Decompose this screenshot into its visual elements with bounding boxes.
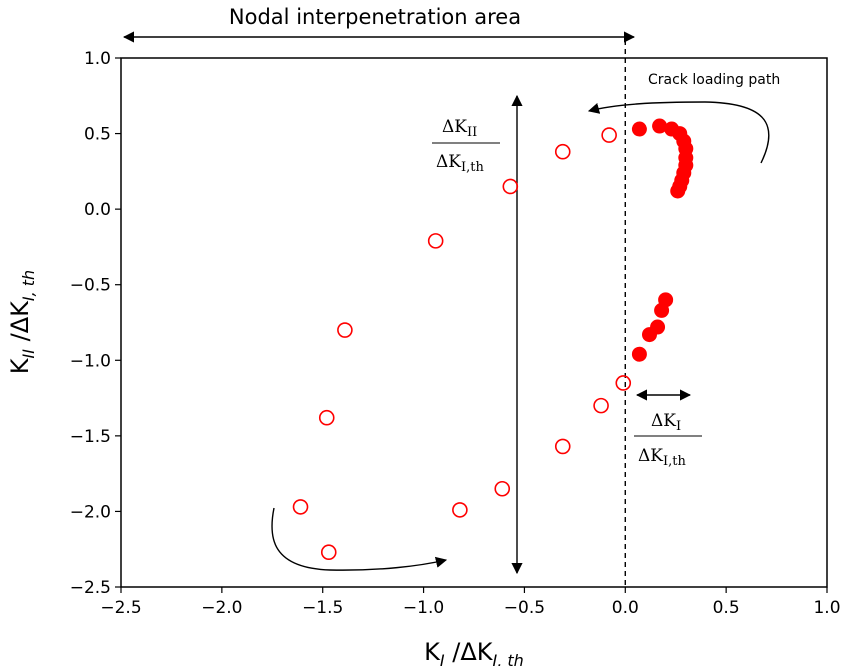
dkii-numerator: ΔKII (442, 117, 477, 140)
x-axis-ticks: −2.5 −2.0 −1.5 −1.0 −0.5 0.0 0.5 1.0 (100, 587, 841, 618)
filled-circle-point (641, 327, 657, 343)
filled-circle-point (670, 183, 686, 199)
y-tick-label: −1.0 (70, 351, 111, 371)
crack-path-label: Crack loading path (648, 72, 780, 88)
y-tick-label: 0.0 (84, 200, 111, 220)
x-tick-label: −1.5 (302, 598, 343, 618)
open-circle-point (320, 544, 337, 561)
x-tick-label: 1.0 (813, 598, 840, 618)
x-tick-label: −2.5 (100, 598, 141, 618)
open-circle-point (554, 143, 571, 160)
filled-circle-point (631, 346, 647, 362)
y-axis-label: KII /ΔKI, th (6, 270, 38, 374)
open-circle-point (615, 375, 632, 391)
dki-denominator: ΔKI,th (638, 446, 686, 469)
y-tick-label: −2.5 (70, 578, 111, 598)
filled-circle-point (654, 302, 670, 318)
dki-numerator: ΔKI (651, 411, 681, 434)
open-circle-point (337, 322, 353, 338)
filled-circle-point (631, 121, 647, 137)
y-tick-label: 0.5 (84, 125, 111, 145)
open-circle-point (318, 409, 335, 426)
open-circle-point (593, 397, 609, 414)
y-tick-label: 1.0 (84, 49, 111, 69)
open-circle-point (601, 127, 617, 143)
open-circle-point (292, 499, 309, 515)
open-circle-point (554, 438, 571, 455)
dkii-denominator: ΔKI,th (436, 152, 484, 175)
x-tick-label: −0.5 (504, 598, 545, 618)
y-tick-label: −1.5 (70, 427, 111, 447)
nodal-area-label: Nodal interpenetration area (229, 5, 521, 29)
x-tick-label: 0.5 (713, 598, 740, 618)
open-circle-point (502, 178, 519, 195)
y-tick-label: −0.5 (70, 276, 111, 296)
axes-frame (120, 57, 828, 588)
data-points (292, 118, 694, 561)
crack-path-arrow-upper (587, 101, 770, 164)
open-circle-point (452, 502, 468, 518)
y-axis-ticks: 1.0 0.5 0.0 −0.5 −1.0 −1.5 −2.0 −2.5 (70, 49, 121, 598)
x-tick-label: −1.0 (403, 598, 444, 618)
x-tick-label: −2.0 (201, 598, 242, 618)
x-axis-label: KI /ΔKI, th (424, 638, 524, 666)
open-circle-point (427, 233, 444, 249)
y-tick-label: −2.0 (70, 502, 111, 522)
crack-path-arrow-lower (271, 507, 448, 571)
open-circle-point (494, 480, 511, 497)
x-tick-label: 0.0 (612, 598, 639, 618)
